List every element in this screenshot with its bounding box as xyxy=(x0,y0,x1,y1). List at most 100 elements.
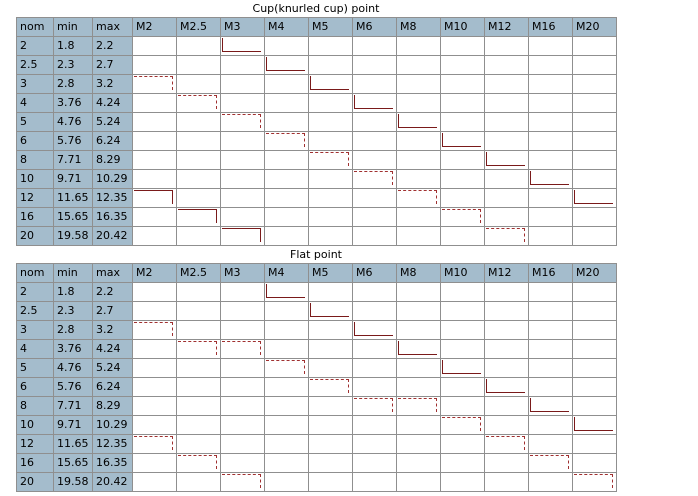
min-cell: 9.71 xyxy=(53,169,93,189)
grid-cell xyxy=(220,93,265,113)
grid-cell xyxy=(264,207,309,227)
grid-cell xyxy=(132,74,177,94)
grid-cell xyxy=(528,415,573,435)
table-row: 16 15.65 16.35 xyxy=(16,453,617,473)
header-row: nom min max M2 M2.5 M3 M4 M5 M6 M8 M10 M12 M16 M20 xyxy=(16,263,617,283)
grid-cell xyxy=(484,301,529,321)
dashed-step-mark xyxy=(486,436,525,450)
min-cell: 5.76 xyxy=(53,377,93,397)
table-row: 2.5 2.3 2.7 xyxy=(16,301,617,321)
table-row: 3 2.8 3.2 xyxy=(16,320,617,340)
grid-cell xyxy=(528,112,573,132)
grid-cell xyxy=(220,74,265,94)
grid-cell xyxy=(484,93,529,113)
grid-cell xyxy=(528,74,573,94)
column-header: M8 xyxy=(396,17,441,37)
dashed-step-mark xyxy=(134,76,173,90)
solid-corner-mark xyxy=(574,190,613,204)
max-cell: 10.29 xyxy=(92,169,133,189)
column-header: M4 xyxy=(264,263,309,283)
grid-cell xyxy=(132,396,177,416)
min-cell: 2.3 xyxy=(53,301,93,321)
grid-cell xyxy=(308,207,353,227)
grid-cell xyxy=(220,169,265,189)
min-cell: 2.8 xyxy=(53,320,93,340)
grid-cell xyxy=(132,320,177,340)
grid-cell xyxy=(352,36,397,56)
table-row: 3 2.8 3.2 xyxy=(16,74,617,94)
grid-cell xyxy=(440,93,485,113)
solid-corner-mark xyxy=(574,417,613,431)
dashed-step-mark xyxy=(222,474,261,488)
grid-cell xyxy=(264,150,309,170)
min-cell: 11.65 xyxy=(53,434,93,454)
dashed-step-mark xyxy=(222,341,261,355)
grid-cell xyxy=(352,169,397,189)
max-cell: 6.24 xyxy=(92,377,133,397)
dashed-step-mark xyxy=(310,379,349,393)
min-cell: 4.76 xyxy=(53,358,93,378)
grid-cell xyxy=(528,93,573,113)
grid-cell xyxy=(572,131,617,151)
dashed-step-mark xyxy=(530,455,569,469)
cup-point-table: nom min max M2 M2.5 M3 M4 M5 M6 M8 M10 M12 M16 M20 2 1.… xyxy=(16,17,617,246)
grid-cell xyxy=(396,453,441,473)
grid-cell xyxy=(352,472,397,492)
grid-cell xyxy=(176,472,221,492)
grid-cell xyxy=(264,188,309,208)
grid-cell xyxy=(440,434,485,454)
solid-corner-mark xyxy=(442,360,481,374)
min-cell: 5.76 xyxy=(53,131,93,151)
solid-corner-mark xyxy=(486,379,525,393)
column-header: M3 xyxy=(220,17,265,37)
grid-cell xyxy=(352,415,397,435)
nom-cell: 3 xyxy=(16,74,54,94)
grid-cell xyxy=(132,55,177,75)
column-header: M3 xyxy=(220,263,265,283)
column-header: M10 xyxy=(440,263,485,283)
dashed-step-mark xyxy=(574,474,613,488)
max-cell: 20.42 xyxy=(92,226,133,246)
nom-cell: 10 xyxy=(16,415,54,435)
grid-cell xyxy=(132,434,177,454)
grid-cell xyxy=(484,169,529,189)
grid-cell xyxy=(484,226,529,246)
grid-cell xyxy=(572,320,617,340)
grid-cell xyxy=(176,36,221,56)
grid-cell xyxy=(132,36,177,56)
column-header: M2.5 xyxy=(176,263,221,283)
grid-cell xyxy=(396,150,441,170)
grid-cell xyxy=(484,74,529,94)
max-cell: 4.24 xyxy=(92,339,133,359)
max-cell: 10.29 xyxy=(92,415,133,435)
dashed-step-mark xyxy=(178,341,217,355)
dashed-step-mark xyxy=(442,209,481,223)
grid-cell xyxy=(572,150,617,170)
table-row: 5 4.76 5.24 xyxy=(16,112,617,132)
max-cell: 20.42 xyxy=(92,472,133,492)
table-row: 6 5.76 6.24 xyxy=(16,377,617,397)
grid-cell xyxy=(572,472,617,492)
grid-cell xyxy=(528,207,573,227)
grid-cell xyxy=(484,396,529,416)
grid-cell xyxy=(132,93,177,113)
table-row: 4 3.76 4.24 xyxy=(16,93,617,113)
grid-cell xyxy=(440,377,485,397)
max-cell: 16.35 xyxy=(92,207,133,227)
grid-cell xyxy=(528,320,573,340)
dashed-step-mark xyxy=(486,228,525,242)
grid-cell xyxy=(352,226,397,246)
grid-cell xyxy=(176,226,221,246)
max-cell: 4.24 xyxy=(92,93,133,113)
grid-cell xyxy=(396,55,441,75)
column-header: M2.5 xyxy=(176,17,221,37)
grid-cell xyxy=(220,472,265,492)
grid-cell xyxy=(220,434,265,454)
column-header: M10 xyxy=(440,17,485,37)
grid-cell xyxy=(308,377,353,397)
grid-cell xyxy=(308,396,353,416)
max-cell: 8.29 xyxy=(92,150,133,170)
column-header: M12 xyxy=(484,17,529,37)
grid-cell xyxy=(176,396,221,416)
grid-cell xyxy=(220,112,265,132)
